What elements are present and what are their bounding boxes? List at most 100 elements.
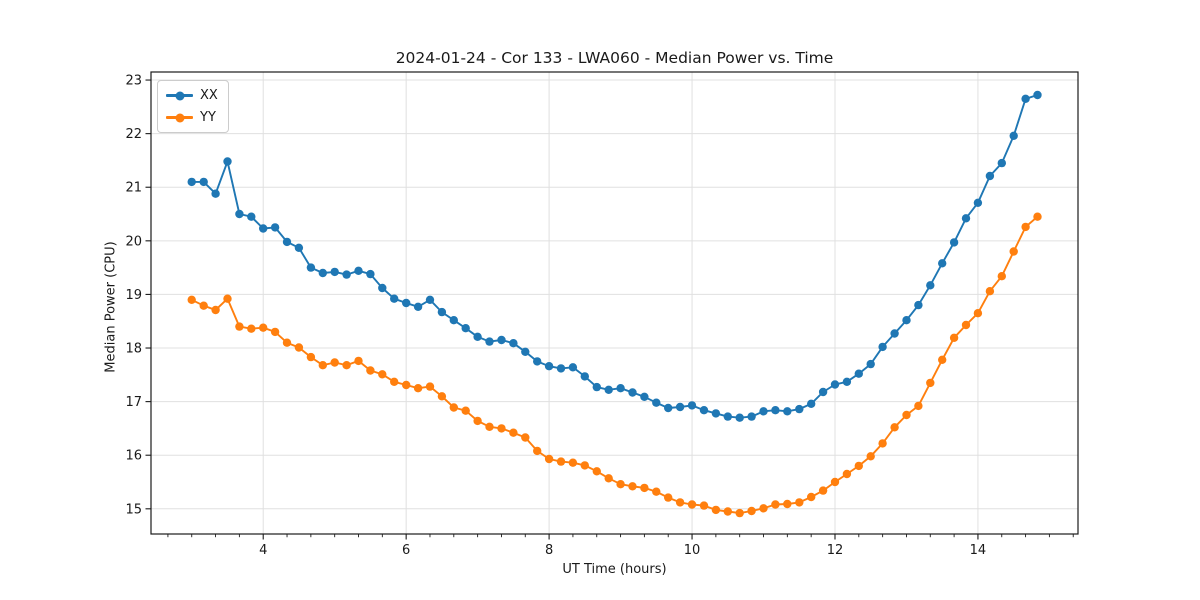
series-YY-marker — [818, 486, 828, 495]
series-YY-marker — [556, 457, 566, 466]
series-XX-marker — [509, 339, 518, 348]
series-XX-marker — [556, 364, 566, 373]
legend: XX YY — [157, 80, 229, 133]
x-tick-label: 4 — [259, 543, 267, 558]
series-XX-marker — [1009, 131, 1018, 140]
series-XX-marker — [354, 266, 363, 275]
series-XX-marker — [675, 402, 685, 412]
x-axis-label: UT Time (hours) — [562, 562, 667, 577]
series-XX-marker — [938, 259, 947, 268]
series-XX-marker — [413, 302, 423, 311]
series-XX-marker — [1033, 90, 1042, 100]
series-XX-marker — [449, 316, 458, 325]
series-YY-marker — [997, 272, 1006, 281]
plot-border — [150, 71, 1079, 535]
series-YY-marker — [473, 416, 482, 426]
series-XX-marker — [723, 412, 732, 421]
series-XX-marker — [247, 212, 256, 221]
series-YY-marker — [425, 382, 435, 391]
series-XX-marker — [783, 407, 792, 416]
series-XX-marker — [390, 294, 399, 303]
series-XX-marker — [282, 237, 292, 247]
series-XX-marker — [1021, 94, 1030, 104]
legend-marker-icon — [166, 91, 193, 100]
series-XX-marker — [187, 177, 196, 187]
series-YY-marker — [735, 508, 744, 518]
series-YY-marker — [294, 343, 304, 352]
legend-item-xx: XX — [166, 86, 218, 105]
series-XX-marker — [259, 224, 268, 233]
x-tick-label: 6 — [402, 543, 410, 558]
series-YY-marker — [949, 333, 959, 342]
series-YY-marker — [902, 410, 911, 420]
series-XX-marker — [664, 403, 673, 413]
legend-label: YY — [200, 110, 216, 125]
series-YY-marker — [604, 474, 613, 483]
series-YY-marker — [926, 378, 935, 388]
series-YY-marker — [592, 467, 601, 476]
series-YY-marker — [675, 498, 685, 507]
series-XX-marker — [699, 406, 709, 415]
series-YY-marker — [330, 358, 339, 367]
series-YY-marker — [533, 446, 542, 456]
series-XX-marker — [318, 268, 327, 278]
series-XX-marker — [711, 409, 721, 418]
series-YY-marker — [485, 422, 494, 431]
x-tick-label: 10 — [684, 543, 701, 558]
series-XX-marker — [473, 332, 482, 341]
series-YY-marker — [497, 424, 506, 433]
series-XX-marker — [461, 324, 470, 333]
y-tick-label: 15 — [125, 502, 142, 517]
series-YY-marker — [914, 401, 923, 411]
series-YY-marker — [687, 500, 697, 509]
series-YY-marker — [342, 361, 351, 370]
series-XX-marker — [961, 214, 971, 223]
series-YY-marker — [878, 439, 887, 448]
x-tick-label: 12 — [827, 543, 844, 558]
series-YY-marker — [938, 355, 947, 364]
series-YY-marker — [509, 428, 518, 437]
series-XX-marker — [807, 399, 816, 408]
series-YY-marker — [723, 507, 732, 516]
series-XX-marker — [818, 387, 828, 397]
series-XX-marker — [533, 357, 542, 366]
series-YY-marker — [247, 324, 256, 333]
series-YY-line — [191, 215, 1039, 515]
series-XX-marker — [378, 283, 387, 293]
series-XX-marker — [747, 412, 756, 421]
series-YY-marker — [413, 384, 423, 393]
series-YY-marker — [1021, 222, 1030, 232]
series-YY-marker — [866, 452, 875, 461]
series-YY-marker — [699, 501, 709, 510]
series-XX-marker — [842, 377, 852, 386]
series-YY-marker — [830, 477, 840, 487]
series-XX-marker — [521, 347, 530, 356]
series-XX-marker — [890, 329, 899, 338]
series-YY-marker — [771, 500, 780, 509]
series-XX-marker — [306, 263, 316, 272]
legend-marker-icon — [166, 113, 193, 122]
series-XX-marker — [878, 342, 887, 352]
series-YY-marker — [807, 492, 816, 502]
series-YY-marker — [759, 504, 768, 513]
series-YY-marker — [223, 294, 232, 303]
series-YY-marker — [616, 480, 625, 489]
series-YY-marker — [390, 377, 399, 386]
series-XX-marker — [616, 384, 625, 393]
series-YY-marker — [568, 458, 578, 467]
series-YY-marker — [854, 461, 863, 471]
series-XX-marker — [199, 177, 208, 187]
series-XX-marker — [485, 337, 494, 346]
series-XX-marker — [866, 359, 875, 369]
series-XX-line — [191, 94, 1038, 419]
series-YY-marker — [449, 403, 458, 412]
x-tick-label: 8 — [545, 543, 553, 558]
series-XX-marker — [437, 307, 447, 317]
series-YY-marker — [973, 309, 983, 318]
series-YY-marker — [354, 356, 363, 366]
y-tick-label: 19 — [125, 288, 142, 303]
series-YY-marker — [747, 506, 756, 516]
series-XX-marker — [235, 209, 244, 219]
